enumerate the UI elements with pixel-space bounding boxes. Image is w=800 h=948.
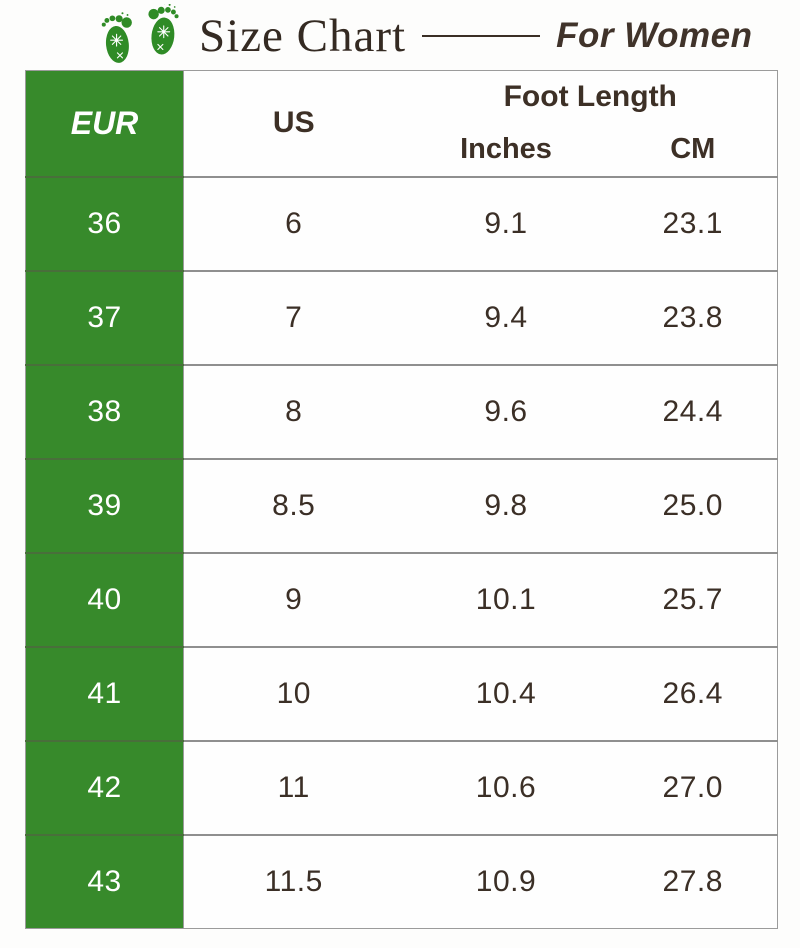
cell-cm: 25.7 <box>608 551 778 647</box>
table-row: 38 8 9.6 24.4 <box>25 363 778 459</box>
table-row: 40 9 10.1 25.7 <box>25 551 778 647</box>
cell-eur: 42 <box>25 739 184 835</box>
title-divider-line <box>422 35 541 37</box>
cell-us: 10 <box>183 645 404 741</box>
col-header-us: US <box>183 70 404 177</box>
cell-cm: 23.1 <box>608 175 778 271</box>
cell-inches: 9.8 <box>403 457 609 553</box>
cell-cm: 25.0 <box>608 457 778 553</box>
table-row: 41 10 10.4 26.4 <box>25 645 778 741</box>
table-row: 36 6 9.1 23.1 <box>25 175 778 271</box>
table-row: 43 11.5 10.9 27.8 <box>25 833 778 929</box>
cell-cm: 27.8 <box>608 833 778 929</box>
cell-eur: 39 <box>25 457 184 553</box>
table-header-row-1: EUR US Foot Length <box>25 70 778 177</box>
table-row: 39 8.5 9.8 25.0 <box>25 457 778 553</box>
cell-eur: 37 <box>25 269 184 365</box>
cell-inches: 9.4 <box>403 269 609 365</box>
cell-eur: 41 <box>25 645 184 741</box>
cell-inches: 10.1 <box>403 551 609 647</box>
cell-us: 9 <box>183 551 404 647</box>
table-row: 37 7 9.4 23.8 <box>25 269 778 365</box>
table-row: 42 11 10.6 27.0 <box>25 739 778 835</box>
col-header-foot-length: Foot Length <box>403 70 778 123</box>
col-header-cm: CM <box>608 122 778 177</box>
cell-us: 8.5 <box>183 457 404 553</box>
footprints-icon <box>97 2 185 68</box>
cell-us: 11 <box>183 739 404 835</box>
cell-cm: 23.8 <box>608 269 778 365</box>
cell-us: 8 <box>183 363 404 459</box>
cell-us: 6 <box>183 175 404 271</box>
cell-cm: 27.0 <box>608 739 778 835</box>
cell-cm: 26.4 <box>608 645 778 741</box>
page-subtitle: For Women <box>556 16 753 55</box>
cell-eur: 43 <box>25 833 184 929</box>
table-header-row-2: Inches CM <box>26 122 778 177</box>
cell-inches: 10.4 <box>403 645 609 741</box>
cell-eur: 40 <box>25 551 184 647</box>
cell-eur: 38 <box>25 363 184 459</box>
page-title: Size Chart <box>199 10 407 62</box>
size-table: EUR US Foot Length Inches CM 36 6 9.1 23… <box>25 70 778 929</box>
cell-inches: 10.6 <box>403 739 609 835</box>
cell-us: 11.5 <box>183 833 404 929</box>
page-header: Size Chart For Women <box>0 0 800 72</box>
cell-inches: 10.9 <box>403 833 609 929</box>
cell-us: 7 <box>183 269 404 365</box>
col-header-eur: EUR <box>25 70 184 177</box>
cell-cm: 24.4 <box>608 363 778 459</box>
col-header-inches: Inches <box>403 122 609 177</box>
cell-inches: 9.6 <box>403 363 609 459</box>
cell-inches: 9.1 <box>403 175 609 271</box>
cell-eur: 36 <box>25 175 184 271</box>
